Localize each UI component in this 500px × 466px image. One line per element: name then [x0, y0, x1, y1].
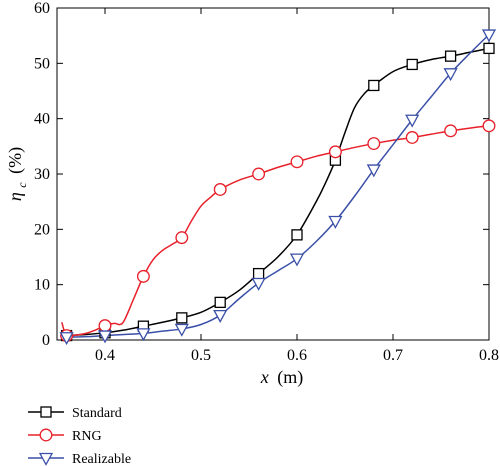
series-line-standard: [66, 47, 489, 337]
y-tick-label: 20: [34, 221, 50, 238]
data-point-standard: [444, 50, 457, 62]
y-tick-label: 50: [34, 55, 50, 72]
y-tick-labels: 0 10 20 30 40 50 60: [34, 0, 50, 349]
legend-label-rng: RNG: [72, 429, 102, 444]
legend-marker-rng: [39, 428, 53, 442]
data-point-realizable: [405, 114, 420, 128]
data-point-realizable: [59, 332, 74, 346]
series-lines: [61, 34, 489, 338]
data-point-realizable: [443, 68, 458, 82]
x-tick-label: 0.7: [383, 347, 403, 364]
axis-ticks: [57, 7, 490, 341]
data-point-realizable: [481, 29, 497, 43]
y-tick-label: 0: [42, 332, 50, 349]
y-axis-subscript: c: [15, 182, 29, 188]
data-point-standard: [483, 42, 495, 55]
data-point-rng: [482, 119, 496, 133]
data-point-realizable: [213, 309, 228, 323]
data-point-rng: [136, 269, 150, 283]
data-point-standard: [406, 58, 418, 71]
data-point-rng: [405, 131, 419, 144]
legend-item-rng: RNG: [28, 428, 102, 444]
data-point-realizable: [289, 253, 305, 267]
legend: Standard RNG Realizable: [28, 406, 131, 466]
data-point-realizable: [366, 164, 381, 178]
y-axis-label: η c (%): [5, 147, 30, 201]
x-tick-label: 0.6: [287, 347, 307, 364]
data-point-standard: [214, 296, 226, 309]
data-point-standard: [176, 312, 188, 324]
series-line-realizable: [66, 34, 489, 338]
y-axis-unit: (%): [5, 147, 26, 174]
data-point-rng: [213, 183, 227, 196]
x-tick-label: 0.4: [95, 347, 115, 364]
x-axis-unit: (m): [277, 367, 303, 388]
data-point-rng: [290, 155, 304, 169]
legend-label-standard: Standard: [72, 406, 122, 421]
legend-marker-realizable: [38, 452, 54, 466]
series-markers: [59, 29, 497, 346]
x-tick-labels: 0.4 0.5 0.6 0.7 0.8: [95, 347, 499, 364]
data-point-standard: [368, 79, 380, 92]
data-point-rng: [444, 124, 458, 138]
data-point-rng: [328, 145, 342, 159]
legend-marker-standard: [40, 406, 52, 418]
y-axis-variable: η: [5, 192, 25, 201]
data-point-realizable: [97, 330, 113, 344]
data-point-rng: [98, 319, 112, 333]
legend-item-standard: Standard: [28, 406, 122, 421]
x-axis-variable: x: [260, 367, 269, 387]
data-point-rng: [367, 137, 381, 151]
x-tick-label: 0.5: [191, 347, 211, 364]
data-point-realizable: [136, 328, 151, 342]
legend-label-realizable: Realizable: [72, 452, 131, 466]
data-point-rng: [175, 231, 189, 245]
x-axis-label: x (m): [260, 367, 304, 388]
plot-frame: [56, 7, 490, 341]
series-line-rng: [61, 125, 489, 338]
y-tick-label: 60: [34, 0, 50, 17]
data-point-standard: [291, 229, 303, 241]
data-point-realizable: [328, 215, 343, 229]
y-tick-label: 10: [34, 277, 50, 294]
x-tick-label: 0.8: [479, 347, 499, 364]
data-point-rng: [252, 167, 266, 181]
legend-item-realizable: Realizable: [28, 452, 131, 466]
data-point-standard: [252, 267, 265, 280]
y-tick-label: 40: [34, 111, 50, 128]
y-tick-label: 30: [34, 166, 50, 183]
data-point-realizable: [174, 323, 189, 337]
data-point-realizable: [251, 277, 266, 291]
